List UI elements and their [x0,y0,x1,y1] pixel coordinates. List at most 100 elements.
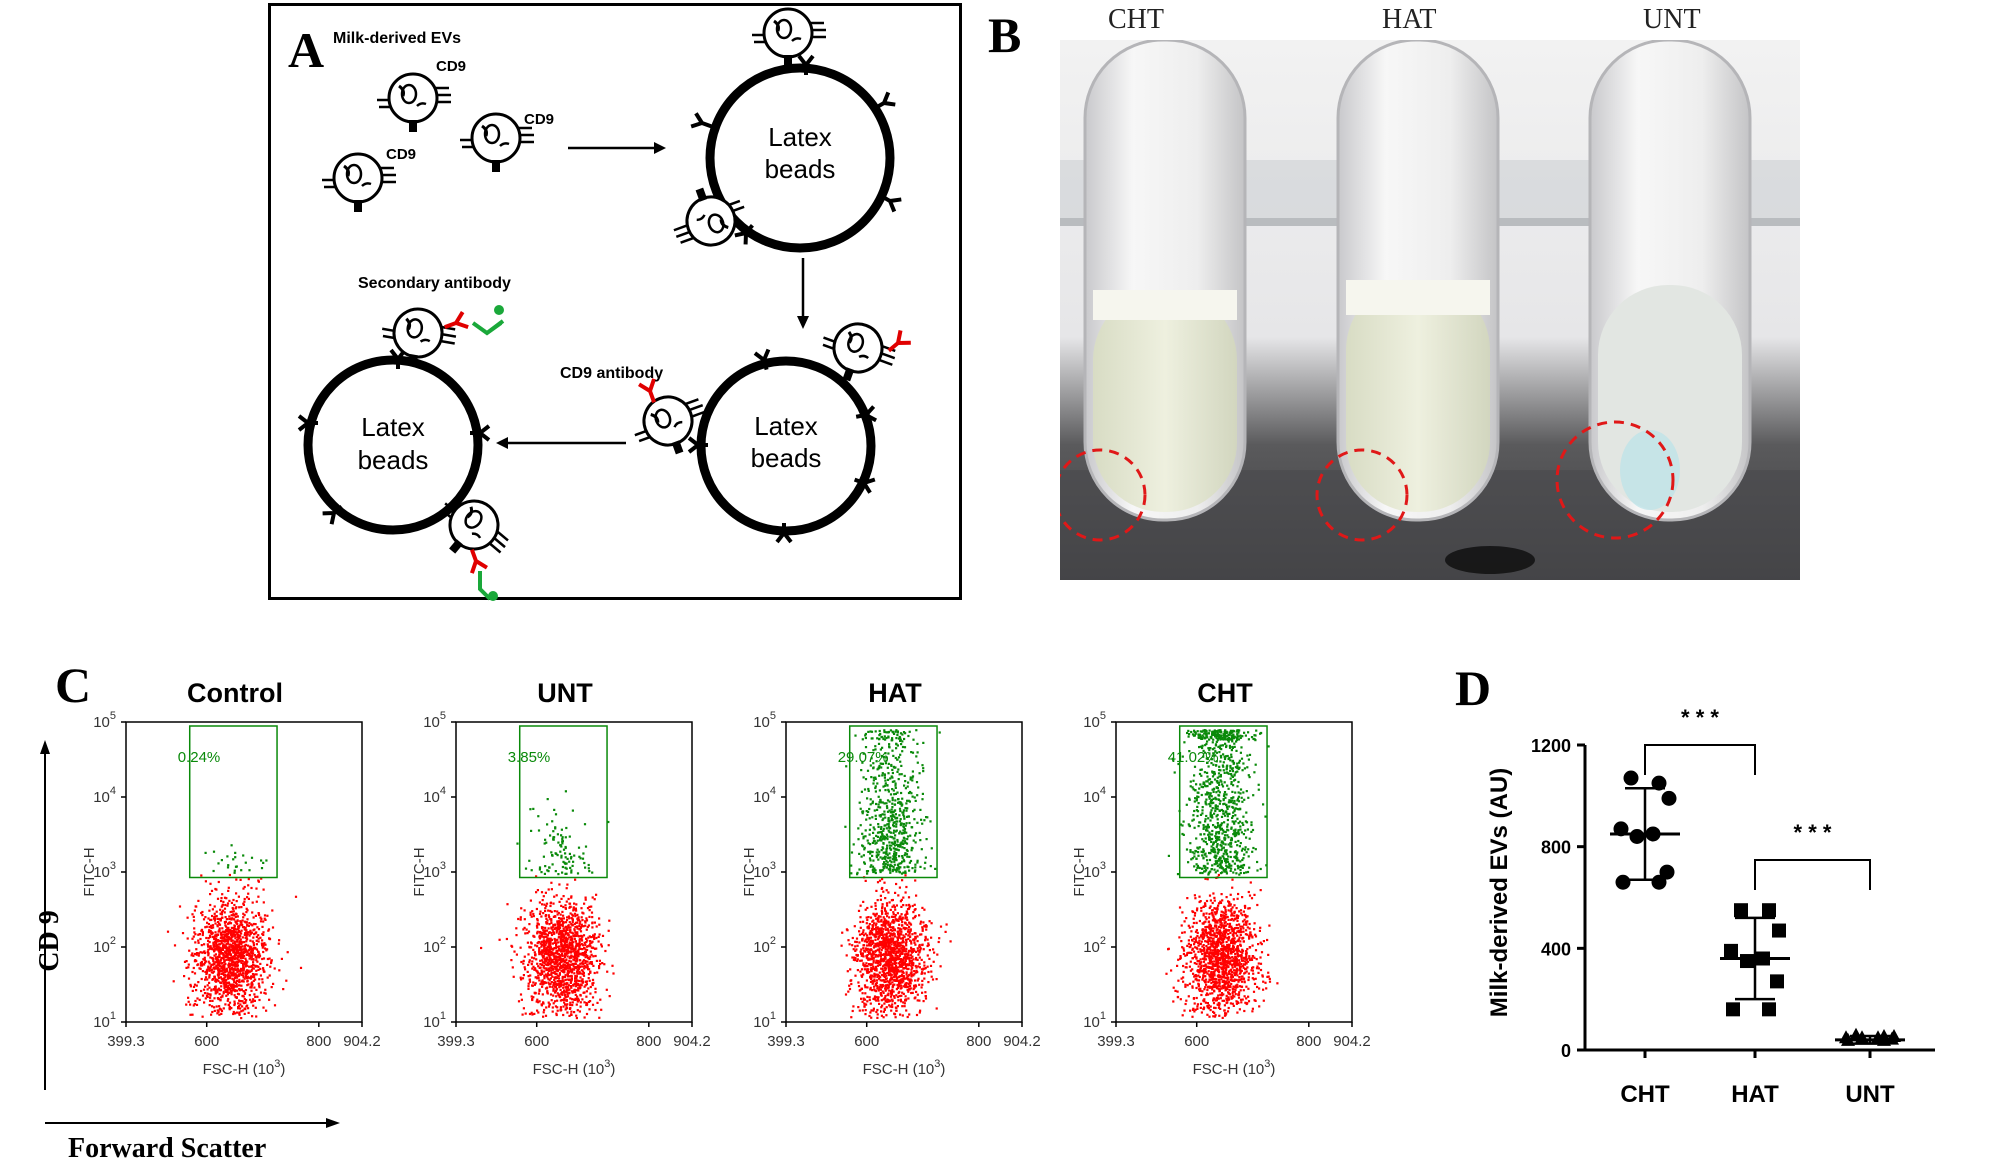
event-dots [480,790,615,1020]
y-tick-label: 102 [93,935,116,956]
y-tick-label: 105 [423,710,446,731]
tube-photo [1060,40,1800,580]
y-tick-label: 101 [1083,1010,1106,1031]
data-point [1855,1030,1869,1044]
panel-d-letter: D [1455,660,1492,716]
data-point [1651,874,1667,890]
gate-box [188,725,278,879]
flow-axes [40,740,340,1128]
significance-bracket-1 [1644,744,1756,775]
d-y-tick: 1200 [1531,736,1571,756]
latex-bead-1 [705,63,895,253]
gate-percent: 0.24% [178,749,221,766]
d-y-tick: 800 [1541,838,1571,858]
x-tick-label: 800 [1296,1033,1321,1050]
y-tick-label: 102 [1083,935,1106,956]
x-axis-label: FSC-H (103) [1193,1058,1276,1078]
tube-label-cht: CHT [1108,4,1164,35]
plot-frame [455,721,693,1023]
d-y-tick: 0 [1561,1041,1571,1061]
x-tick-label: 399.3 [107,1033,145,1050]
data-point [1756,951,1770,966]
gate-percent: 41.02% [1168,749,1219,766]
gate-box [848,725,938,879]
y-tick-label: 101 [753,1010,776,1031]
x-tick-label: 904.2 [673,1033,711,1050]
x-tick-label: 600 [194,1033,219,1050]
plot-frame [125,721,363,1023]
tube-cht [1060,40,1247,542]
bound-ev-1 [750,7,828,69]
data-point [1645,826,1661,842]
data-point [1629,829,1645,844]
ev-quantification-chart: 0 400 800 1200 Milk-derived EVs (AU) CHT HAT UN… [1486,705,1935,1108]
event-dots [840,729,952,1019]
data-point [1615,874,1631,890]
y-tick-label: 104 [93,785,116,806]
panel-c-letter: C [55,657,92,713]
bead3-beads: beads [358,445,429,475]
forward-scatter-title: Forward Scatter [68,1133,267,1164]
y-tick-label: 102 [423,935,446,956]
x-tick-label: 800 [636,1033,661,1050]
x-tick-label: 904.2 [1333,1033,1371,1050]
significance-stars-2: * * * [1794,820,1832,845]
bead1-beads: beads [765,154,836,184]
x-tick-label: 800 [966,1033,991,1050]
gate-box [518,725,608,879]
y-axis-label: FITC-H [741,847,758,896]
tube-label-hat: HAT [1382,4,1437,35]
cd9-antibody-label: CD9 antibody [560,365,663,382]
data-point [1841,1032,1855,1046]
data-point [1762,903,1776,918]
significance-stars-1: * * * [1681,705,1719,730]
y-axis-label: FITC-H [1071,847,1088,896]
x-tick-label: 399.3 [1097,1033,1135,1050]
data-point [1659,864,1675,880]
flow-plot-title: HAT [868,678,922,708]
series-cht [1610,770,1680,890]
tube-label-unt: UNT [1643,4,1701,35]
y-tick-label: 105 [1083,710,1106,731]
data-point [1740,954,1754,969]
d-x-category: CHT [1620,1081,1670,1108]
ev-particle-2 [458,112,536,174]
x-tick-label: 399.3 [767,1033,805,1050]
y-tick-label: 104 [423,785,446,806]
data-point [1623,770,1639,786]
x-tick-label: 600 [1184,1033,1209,1050]
x-axis-label: FSC-H (103) [203,1058,286,1078]
y-tick-label: 105 [753,710,776,731]
milk-evs-label: Milk-derived EVs [333,30,461,47]
data-point [1877,1032,1891,1046]
data-point [1661,790,1677,806]
data-point [1734,903,1748,918]
ev-particle-3 [320,152,398,214]
gate-percent: 29.07% [838,749,889,766]
data-point [1726,1002,1740,1017]
series-hat [1720,903,1790,1017]
x-axis-label: FSC-H (103) [863,1058,946,1078]
data-point [1770,974,1784,989]
panel-a: A Milk-derived EVs [268,3,968,603]
gate-box [1178,725,1268,879]
tube-hat [1315,40,1500,542]
bead1-latex: Latex [768,122,832,152]
data-point [1772,923,1786,938]
bead2-latex: Latex [754,411,818,441]
y-tick-label: 104 [753,785,776,806]
d-x-category: UNT [1845,1081,1895,1108]
bead3-latex: Latex [361,412,425,442]
cd9-label-1: CD9 [436,58,466,75]
significance-bracket-2 [1754,859,1871,890]
y-tick-label: 101 [423,1010,446,1031]
panel-a-frame [268,3,962,600]
x-tick-label: 904.2 [1003,1033,1041,1050]
ev-particle-1 [375,72,453,134]
flow-plot-title: CHT [1197,678,1253,708]
x-tick-label: 800 [306,1033,331,1050]
panel-a-letter: A [288,22,325,78]
